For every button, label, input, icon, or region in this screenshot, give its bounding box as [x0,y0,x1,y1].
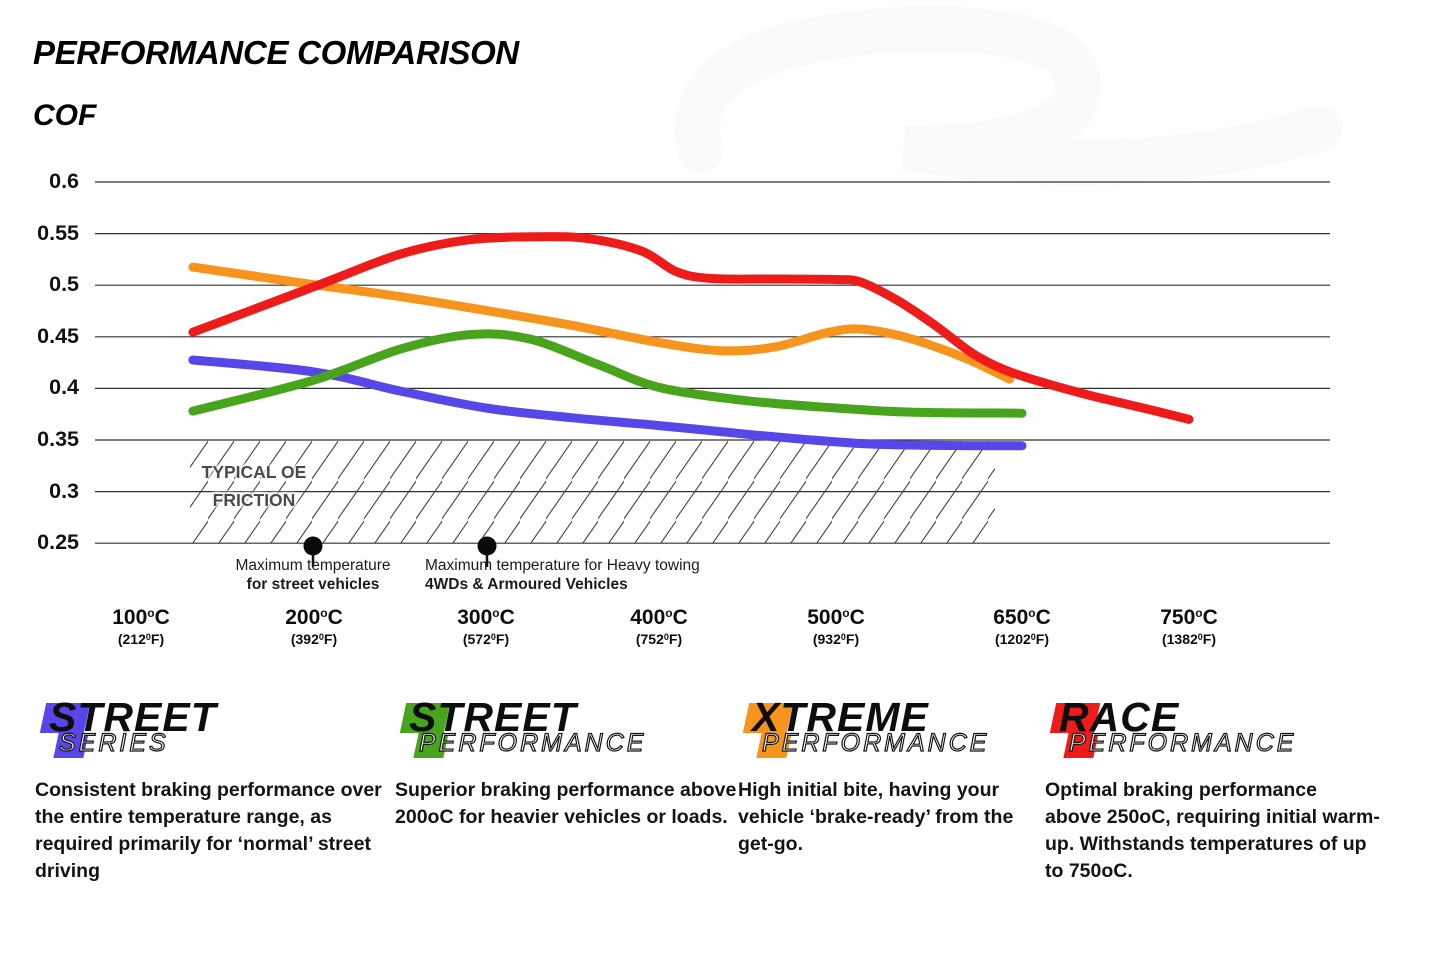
x-tick-750c: 750oC (13820F) [1160,606,1218,647]
legend-name-line2: PERFORMANCE [761,729,990,757]
legend-name-line2: PERFORMANCE [1068,729,1297,757]
legend-name-line1: STREET [49,694,217,740]
series-street-series [188,355,1027,451]
page-title: PERFORMANCE COMPARISON [33,34,519,71]
legend-name-line2: PERFORMANCE [418,729,647,757]
data-series-curves [188,232,1194,451]
legend-description: Optimal braking performance above 250oC, … [1045,779,1380,882]
x-tick-500c: 500oC (9320F) [807,606,865,647]
series-street-performance [188,329,1027,418]
annotation-0: Maximum temperature for street vehicles [235,557,391,593]
legend-name-line2: SERIES [58,729,169,757]
y-tick-label-0.55: 0.55 [37,220,79,245]
series-race-performance [188,232,1194,424]
legend-description: Superior braking performance above 200oC … [395,779,737,828]
x-tick-400c: 400oC (7520F) [630,606,688,647]
y-tick-label-0.45: 0.45 [37,323,79,348]
x-tick-300c: 300oC (5720F) [457,606,515,647]
y-tick-label-0.3: 0.3 [49,478,79,503]
x-tick-100c: 100oC (2120F) [112,606,170,647]
legend-name-line1: XTREME [752,694,929,740]
legend-name-line1: STREET [409,694,577,740]
y-tick-label-0.4: 0.4 [49,375,79,400]
temperature-markers [303,536,497,567]
typical-oe-friction-band [190,440,995,544]
marker-dot-1 [477,536,497,556]
legend-item-performance-2: XTREME PERFORMANCE High initial bite, havi… [738,697,1093,907]
annotation-1: Maximum temperature for Heavy towing 4WDs… [425,557,700,593]
marker-dot-0 [303,536,323,556]
series-xtreme-performance [188,262,1015,384]
legend-item-series-0: STREET SERIES Consistent braking performan… [35,697,390,907]
y-tick-label-0.25: 0.25 [37,530,79,555]
legend-description: High initial bite, having your vehicle ‘b… [738,779,1014,855]
y-tick-label-0.6: 0.6 [49,169,79,193]
legend-description: Consistent braking performance over the e… [35,779,382,882]
legend-name-line1: RACE [1059,694,1180,740]
x-tick-200c: 200oC (3920F) [285,606,343,647]
y-axis-title: COF [33,99,97,132]
typical-oe-friction-label: TYPICAL OE FRICTION [201,462,307,510]
y-tick-label-0.35: 0.35 [37,427,79,451]
x-tick-650c: 650oC (12020F) [993,606,1051,647]
legend-item-performance-3: RACE PERFORMANCE Optimal braking performan… [1045,697,1400,907]
y-tick-label-0.5: 0.5 [49,272,79,297]
legend-item-performance-1: STREET PERFORMANCE Superior braking perfor… [395,697,750,907]
watermark-swoosh [674,6,1343,186]
